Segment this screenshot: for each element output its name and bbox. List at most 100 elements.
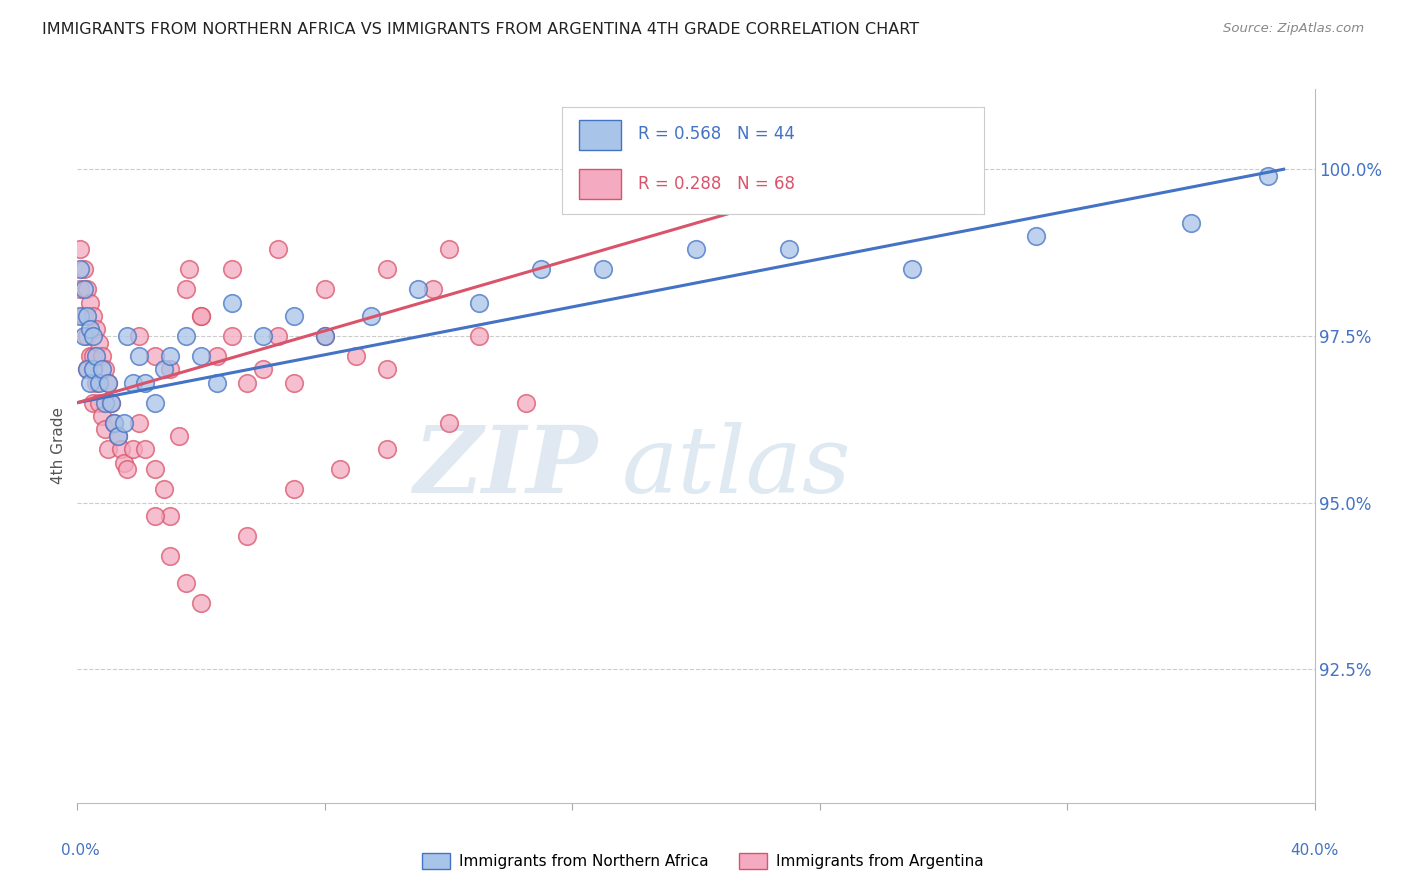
Point xyxy=(76,309,98,323)
Point xyxy=(221,295,243,310)
Point xyxy=(283,309,305,323)
Point xyxy=(360,309,382,323)
Point xyxy=(112,416,135,430)
Point xyxy=(76,362,98,376)
Point xyxy=(69,262,91,277)
Point xyxy=(153,483,176,497)
Point xyxy=(91,349,114,363)
Point xyxy=(190,309,212,323)
Text: ZIP: ZIP xyxy=(413,423,598,512)
Point xyxy=(94,422,117,436)
Point xyxy=(205,376,228,390)
Point xyxy=(190,596,212,610)
Legend: Immigrants from Northern Africa, Immigrants from Argentina: Immigrants from Northern Africa, Immigra… xyxy=(416,847,990,875)
Point xyxy=(82,362,104,376)
Point xyxy=(236,376,259,390)
Point xyxy=(128,349,150,363)
Text: R = 0.288   N = 68: R = 0.288 N = 68 xyxy=(638,175,796,193)
Point xyxy=(87,335,110,350)
Point xyxy=(69,282,91,296)
Point xyxy=(79,349,101,363)
Point xyxy=(110,442,132,457)
Point xyxy=(122,442,145,457)
FancyBboxPatch shape xyxy=(579,120,621,150)
Point xyxy=(422,282,444,296)
Point xyxy=(100,395,122,409)
Point xyxy=(468,329,491,343)
Point xyxy=(283,376,305,390)
Point xyxy=(778,242,800,256)
Point xyxy=(329,462,352,476)
Text: IMMIGRANTS FROM NORTHERN AFRICA VS IMMIGRANTS FROM ARGENTINA 4TH GRADE CORRELATI: IMMIGRANTS FROM NORTHERN AFRICA VS IMMIG… xyxy=(42,22,920,37)
Point xyxy=(84,349,107,363)
Point xyxy=(159,362,181,376)
Text: R = 0.568   N = 44: R = 0.568 N = 44 xyxy=(638,126,796,144)
Point xyxy=(174,282,197,296)
Point xyxy=(112,456,135,470)
Point xyxy=(82,329,104,343)
Point xyxy=(205,349,228,363)
Point xyxy=(79,295,101,310)
Point xyxy=(84,376,107,390)
Point xyxy=(76,362,98,376)
Point xyxy=(76,329,98,343)
Text: 0.0%: 0.0% xyxy=(60,843,100,858)
Point xyxy=(97,376,120,390)
Point xyxy=(159,549,181,563)
Point xyxy=(143,349,166,363)
Point xyxy=(1257,169,1279,183)
Point xyxy=(174,329,197,343)
Point xyxy=(91,362,114,376)
Point xyxy=(143,462,166,476)
Point xyxy=(252,362,274,376)
Point xyxy=(107,429,129,443)
Point xyxy=(252,329,274,343)
Point xyxy=(69,309,91,323)
Point xyxy=(901,262,924,277)
Point xyxy=(169,429,191,443)
Point xyxy=(103,416,125,430)
Point xyxy=(174,575,197,590)
Point xyxy=(100,395,122,409)
Point xyxy=(94,395,117,409)
Point xyxy=(406,282,429,296)
Point xyxy=(314,282,336,296)
Point xyxy=(82,395,104,409)
Point xyxy=(94,362,117,376)
Point xyxy=(177,262,200,277)
Point xyxy=(84,322,107,336)
Point xyxy=(236,529,259,543)
Point xyxy=(128,416,150,430)
Point xyxy=(437,416,460,430)
Text: 40.0%: 40.0% xyxy=(1291,843,1339,858)
Point xyxy=(153,362,176,376)
Point xyxy=(267,242,290,256)
Point xyxy=(468,295,491,310)
Point xyxy=(344,349,367,363)
Point xyxy=(515,395,537,409)
Point xyxy=(72,282,94,296)
Point xyxy=(79,322,101,336)
Point xyxy=(115,462,138,476)
Text: Source: ZipAtlas.com: Source: ZipAtlas.com xyxy=(1223,22,1364,36)
Point xyxy=(314,329,336,343)
Point xyxy=(122,376,145,390)
Point xyxy=(190,349,212,363)
Point xyxy=(79,376,101,390)
Point xyxy=(103,416,125,430)
Point xyxy=(375,362,398,376)
Point xyxy=(87,395,110,409)
Point xyxy=(91,409,114,423)
Point xyxy=(134,376,156,390)
Point xyxy=(1025,228,1047,243)
Point xyxy=(159,509,181,524)
Point xyxy=(221,262,243,277)
Point xyxy=(190,309,212,323)
Point xyxy=(87,376,110,390)
Point xyxy=(97,376,120,390)
Point xyxy=(72,329,94,343)
Point xyxy=(283,483,305,497)
Point xyxy=(437,242,460,256)
Point xyxy=(128,329,150,343)
Y-axis label: 4th Grade: 4th Grade xyxy=(51,408,66,484)
